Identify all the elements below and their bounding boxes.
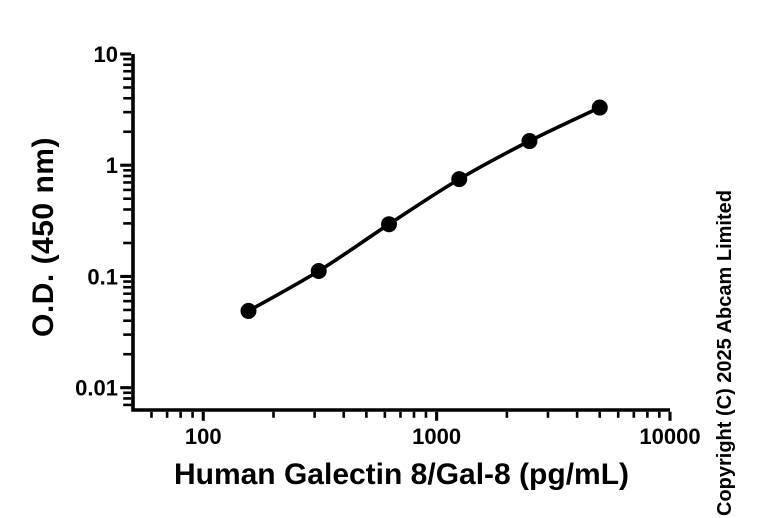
x-tick-label: 1000 bbox=[412, 424, 461, 449]
x-tick-label: 10000 bbox=[639, 424, 700, 449]
axis-spines bbox=[131, 54, 670, 412]
y-tick-label: 0.1 bbox=[87, 264, 118, 289]
copyright-notice: Copyright (C) 2025 Abcam Limited bbox=[714, 190, 736, 516]
x-axis-title: Human Galectin 8/Gal-8 (pg/mL) bbox=[173, 458, 630, 491]
data-point bbox=[310, 262, 327, 279]
data-point bbox=[451, 171, 468, 188]
y-tick-label: 0.01 bbox=[75, 376, 118, 401]
data-point bbox=[380, 216, 397, 233]
data-point bbox=[240, 302, 257, 319]
y-tick-label: 10 bbox=[94, 42, 118, 67]
data-series bbox=[240, 99, 608, 319]
y-axis: 10 1 0.1 0.01 bbox=[75, 42, 132, 407]
data-point bbox=[591, 99, 608, 116]
y-tick-label: 1 bbox=[106, 153, 118, 178]
curve-line bbox=[246, 105, 602, 313]
y-axis-title: O.D. (450 nm) bbox=[27, 137, 60, 337]
x-axis: 100 1000 10000 bbox=[150, 411, 701, 449]
axes bbox=[131, 54, 670, 412]
x-tick-label: 100 bbox=[185, 424, 222, 449]
data-point bbox=[521, 133, 538, 150]
